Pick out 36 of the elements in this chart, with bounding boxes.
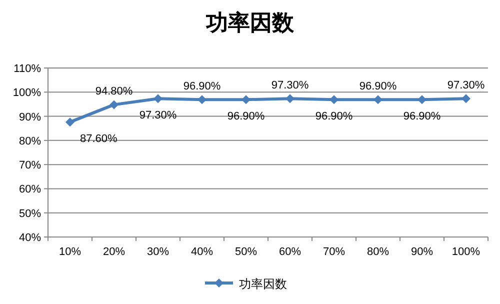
x-tick-label: 40% [190,246,214,258]
point [110,100,118,110]
data-label: 96.90% [227,110,265,123]
legend-label: 功率因数 [239,277,287,291]
point [286,94,294,104]
data-label: 96.90% [359,80,397,93]
data-label: 97.30% [447,80,485,92]
data-label: 97.30% [271,80,309,92]
data-label: 96.90% [183,80,221,93]
x-tick-label: 30% [146,246,170,258]
data-label: 94.80% [95,86,133,98]
y-tick-label: 100% [12,87,42,100]
y-tick-label: 110% [14,63,42,75]
data-label: 96.90% [315,110,353,123]
y-tick-label: 80% [18,135,42,148]
y-tick-label: 50% [18,208,42,220]
x-tick-label: 60% [278,246,302,258]
data-label: 97.30% [139,110,177,122]
data-label: 87.60% [80,133,118,146]
data-label: 96.90% [403,110,441,123]
point [154,94,162,104]
chart-title: 功率因数 [205,10,295,35]
x-tick-label: 10% [58,246,82,258]
x-tick-label: 100% [452,246,480,258]
point [374,95,382,104]
y-tick-label: 90% [18,111,42,124]
x-tick-label: 50% [234,246,258,258]
y-tick-label: 40% [18,232,42,244]
x-tick-label: 80% [366,246,390,258]
y-tick-label: 70% [18,160,42,172]
y-tick-label: 60% [18,184,42,196]
point [66,118,74,127]
x-tick-label: 70% [322,246,346,258]
point [462,94,470,104]
x-tick-label: 90% [410,246,434,258]
x-tick-label: 20% [102,246,126,258]
